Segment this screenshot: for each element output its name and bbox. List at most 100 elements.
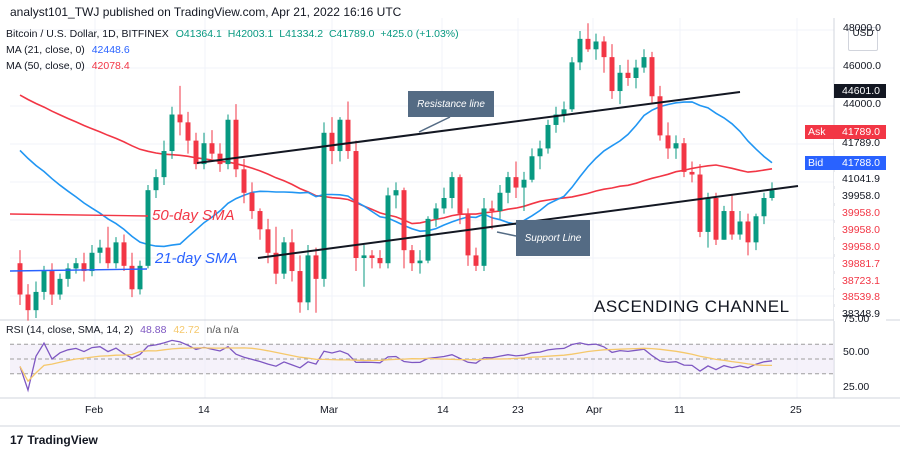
ma50-value: 42078.4 [91, 60, 130, 72]
candle-body [41, 271, 47, 292]
candle-body [145, 190, 151, 266]
rsi-legend[interactable]: RSI (14, close, SMA, 14, 2) 48.88 42.72 … [6, 324, 239, 336]
price-tag: 41789.0 [834, 136, 886, 150]
resistance-line [196, 91, 741, 164]
candle-body [617, 72, 623, 92]
price-tag: 44601.0 [834, 84, 886, 98]
price-tag: 38539.8 [834, 290, 886, 304]
rsi-tick: 25.00 [843, 381, 870, 393]
candle-body [721, 211, 727, 240]
candle-body [537, 148, 543, 157]
candle-body [473, 255, 479, 266]
candle-body [233, 119, 239, 170]
candle-body [73, 263, 79, 269]
price-tag: 39958.0 [834, 223, 886, 237]
price-tick: 48000.0 [843, 22, 881, 34]
bid-label: Bid [805, 156, 835, 170]
candle-body [265, 229, 271, 253]
candle-body [257, 211, 263, 230]
candle-body [241, 169, 247, 193]
candle-body [137, 265, 143, 290]
support-callout: Support Line [516, 220, 590, 256]
candle-body [609, 57, 615, 92]
price-tag: 39881.7 [834, 257, 886, 271]
candle-body [681, 143, 687, 172]
candle-body [289, 242, 295, 272]
symbol-legend: Bitcoin / U.S. Dollar, 1D, BITFINEX O413… [6, 28, 462, 40]
candle-body [593, 41, 599, 50]
candle-body [465, 213, 471, 256]
candle-body [129, 265, 135, 290]
publish-info: analyst101_TWJ published on TradingView.… [10, 5, 402, 19]
candle-body [305, 255, 311, 303]
candle-body [729, 211, 735, 235]
ma50-label: MA (50, close, 0) [6, 60, 85, 72]
ask-label: Ask [805, 125, 835, 139]
candle-body [297, 271, 303, 303]
symbol-name[interactable]: Bitcoin / U.S. Dollar, 1D, BITFINEX [6, 28, 169, 40]
candle-body [361, 255, 367, 258]
ma21-line [19, 101, 773, 248]
candle-body [625, 72, 631, 78]
candle-body [529, 156, 535, 180]
candle-body [561, 109, 567, 115]
candle-body [217, 153, 223, 165]
candle-body [369, 255, 375, 258]
candles [17, 23, 775, 321]
callout-pointer [418, 116, 451, 133]
time-label: Mar [320, 404, 339, 416]
time-label: Apr [586, 404, 603, 416]
candle-body [385, 195, 391, 264]
candle-body [121, 242, 127, 266]
candle-body [673, 143, 679, 149]
rsi-tick: 75.00 [843, 313, 870, 325]
resistance-callout: Resistance line [408, 91, 494, 117]
candle-body [25, 294, 31, 311]
candle-body [569, 62, 575, 110]
candle-body [425, 218, 431, 261]
candle-body [89, 252, 95, 272]
price-tag: 41041.9 [834, 172, 886, 186]
price-tag: 39958.0 [834, 240, 886, 254]
rsi-sma-value: 42.72 [173, 324, 200, 336]
candle-body [505, 177, 511, 193]
candle-body [657, 96, 663, 136]
candle-body [705, 198, 711, 232]
rsi-label: RSI (14, close, SMA, 14, 2) [6, 324, 134, 336]
candle-body [449, 177, 455, 198]
candle-body [225, 119, 231, 165]
candle-body [513, 177, 519, 188]
ma21-legend[interactable]: MA (21, close, 0) 42448.6 [6, 44, 130, 56]
ma50-legend[interactable]: MA (50, close, 0) 42078.4 [6, 60, 130, 72]
candle-body [553, 114, 559, 125]
price-tag: 38348.9 [834, 307, 886, 321]
candle-body [153, 177, 159, 191]
change-value: +425.0 (+1.03%) [380, 28, 459, 40]
price-tag: 38723.1 [834, 274, 886, 288]
candle-body [49, 271, 55, 295]
candle-body [185, 122, 191, 141]
candle-body [201, 143, 207, 165]
candle-body [321, 132, 327, 279]
candle-body [401, 190, 407, 251]
candle-body [585, 38, 591, 50]
bid-value: 41788.0 [834, 156, 886, 170]
candle-body [353, 151, 359, 258]
sma21-annotation: 21-day SMA [155, 250, 238, 267]
tradingview-logo[interactable]: 17 TradingView [10, 433, 98, 447]
currency-selector[interactable]: USD [848, 27, 878, 51]
candle-body [345, 119, 351, 152]
time-label: Feb [85, 404, 104, 416]
candle-body [697, 174, 703, 232]
rsi-line [19, 339, 773, 393]
candle-body [545, 124, 551, 149]
time-label: 14 [437, 404, 449, 416]
ma21-label: MA (21, close, 0) [6, 44, 85, 56]
candle-body [105, 247, 111, 264]
candle-body [329, 132, 335, 152]
candle-body [249, 192, 255, 212]
rsi-value: 48.88 [140, 324, 167, 336]
sma-reference-lines [9, 213, 149, 272]
ma21-path [19, 101, 773, 248]
